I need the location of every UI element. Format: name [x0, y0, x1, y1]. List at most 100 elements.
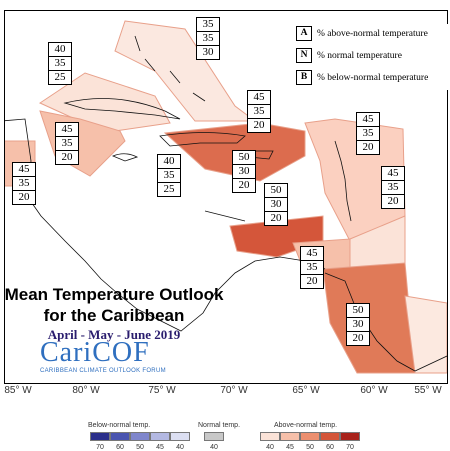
- below-value: 20: [352, 332, 364, 344]
- lon-label-bottom: 65° W: [292, 385, 320, 396]
- normal-value: 35: [357, 127, 379, 141]
- above-swatch: [280, 432, 300, 441]
- probability-box-turks[interactable]: 45 35 20: [247, 90, 271, 133]
- below-tick: 60: [116, 444, 124, 451]
- caricof-logo: CariCOF CARIBBEAN CLIMATE OUTLOOK FORUM: [40, 337, 190, 375]
- logo-wordmark: CariCOF: [40, 337, 150, 368]
- below-value: 20: [270, 212, 282, 224]
- scale-above: [260, 432, 360, 441]
- probability-box-cuba[interactable]: 40 35 25: [48, 42, 72, 85]
- map-title-line2: for the Caribbean: [43, 306, 185, 325]
- lon-label: 65° W: [293, 11, 320, 12]
- lon-label: 60° W: [361, 11, 388, 12]
- above-tick: 60: [326, 444, 334, 451]
- lon-label: 80° W: [73, 11, 100, 12]
- lon-label: 85° W: [5, 11, 32, 12]
- above-value: 50: [233, 151, 255, 165]
- legend-text: % above-normal temperature: [317, 28, 428, 39]
- normal-value: 30: [265, 198, 287, 212]
- probability-box-bahamas[interactable]: 35 35 30: [196, 17, 220, 60]
- normal-tick: 40: [210, 444, 218, 451]
- above-tick: 50: [306, 444, 314, 451]
- lon-label-bottom: 85° W: [4, 385, 32, 396]
- map-title: Mean Temperature Outlook: [4, 285, 224, 304]
- logo-tagline: CARIBBEAN CLIMATE OUTLOOK FORUM: [40, 368, 166, 374]
- lon-label: 55° W: [415, 11, 442, 12]
- below-value: 20: [387, 195, 399, 207]
- legend-text: % normal temperature: [317, 50, 402, 61]
- normal-value: 35: [158, 169, 180, 183]
- below-value: 25: [54, 71, 66, 83]
- above-swatch: [340, 432, 360, 441]
- below-value: 20: [238, 179, 250, 191]
- title-block: Mean Temperature Outlook for the Caribbe…: [4, 284, 224, 343]
- region-suriname: [404, 295, 447, 374]
- probability-box-windwards[interactable]: 45 35 20: [381, 166, 405, 209]
- below-tick: 45: [156, 444, 164, 451]
- below-value: 30: [202, 46, 214, 58]
- legend-row-below: B % below-normal temperature: [296, 70, 428, 85]
- below-value: 20: [61, 151, 73, 163]
- above-value: 45: [301, 247, 323, 261]
- below-value: 20: [362, 141, 374, 153]
- above-value: 45: [382, 167, 404, 181]
- below-swatch: [90, 432, 110, 441]
- above-swatch: [320, 432, 340, 441]
- below-tick: 70: [96, 444, 104, 451]
- below-value: 20: [253, 119, 265, 131]
- below-swatch: [110, 432, 130, 441]
- legend-row-above: A % above-normal temperature: [296, 26, 428, 41]
- probability-box-hispaniola[interactable]: 50 30 20: [232, 150, 256, 193]
- above-value: 50: [265, 184, 287, 198]
- normal-value: 35: [382, 181, 404, 195]
- above-value: 45: [248, 91, 270, 105]
- lon-label-bottom: 75° W: [148, 385, 176, 396]
- below-value: 20: [306, 275, 318, 287]
- scale-label-below: Below-normal temp.: [88, 422, 151, 429]
- normal-swatch: [204, 432, 224, 441]
- lon-label: 75° W: [149, 11, 176, 12]
- normal-value: 35: [56, 137, 78, 151]
- legend: A % above-normal temperature N % normal …: [296, 24, 450, 90]
- probability-box-leewards[interactable]: 45 35 20: [356, 112, 380, 155]
- legend-letter: B: [296, 70, 312, 85]
- below-swatch: [150, 432, 170, 441]
- below-value: 25: [163, 183, 175, 195]
- probability-box-jamaica[interactable]: 40 35 25: [157, 154, 181, 197]
- above-value: 40: [49, 43, 71, 57]
- above-swatch: [260, 432, 280, 441]
- normal-value: 30: [233, 165, 255, 179]
- above-swatch: [300, 432, 320, 441]
- probability-box-guianas[interactable]: 50 30 20: [346, 303, 370, 346]
- region-bahamas: [114, 20, 257, 122]
- above-value: 50: [347, 304, 369, 318]
- probability-box-cayman[interactable]: 45 35 20: [55, 122, 79, 165]
- below-swatch: [130, 432, 150, 441]
- scale-normal: [204, 432, 224, 441]
- above-value: 45: [13, 163, 35, 177]
- above-value: 45: [357, 113, 379, 127]
- legend-text: % below-normal temperature: [317, 72, 429, 83]
- lon-label-bottom: 55° W: [414, 385, 442, 396]
- below-tick: 40: [176, 444, 184, 451]
- lon-label-bottom: 70° W: [220, 385, 248, 396]
- probability-box-belize[interactable]: 45 35 20: [12, 162, 36, 205]
- above-tick: 40: [266, 444, 274, 451]
- scale-label-above: Above-normal temp.: [274, 422, 338, 429]
- above-tick: 45: [286, 444, 294, 451]
- below-value: 20: [18, 191, 30, 203]
- below-swatch: [170, 432, 190, 441]
- probability-box-abc[interactable]: 50 30 20: [264, 183, 288, 226]
- lon-label: 70° W: [221, 11, 248, 12]
- legend-letter: A: [296, 26, 312, 41]
- legend-letter: N: [296, 48, 312, 63]
- forecast-period: April - May - June 2019: [47, 327, 181, 342]
- below-tick: 50: [136, 444, 144, 451]
- above-value: 40: [158, 155, 180, 169]
- normal-value: 35: [13, 177, 35, 191]
- normal-value: 35: [248, 105, 270, 119]
- above-value: 45: [56, 123, 78, 137]
- normal-value: 35: [301, 261, 323, 275]
- above-tick: 70: [346, 444, 354, 451]
- probability-box-trinidad[interactable]: 45 35 20: [300, 246, 324, 289]
